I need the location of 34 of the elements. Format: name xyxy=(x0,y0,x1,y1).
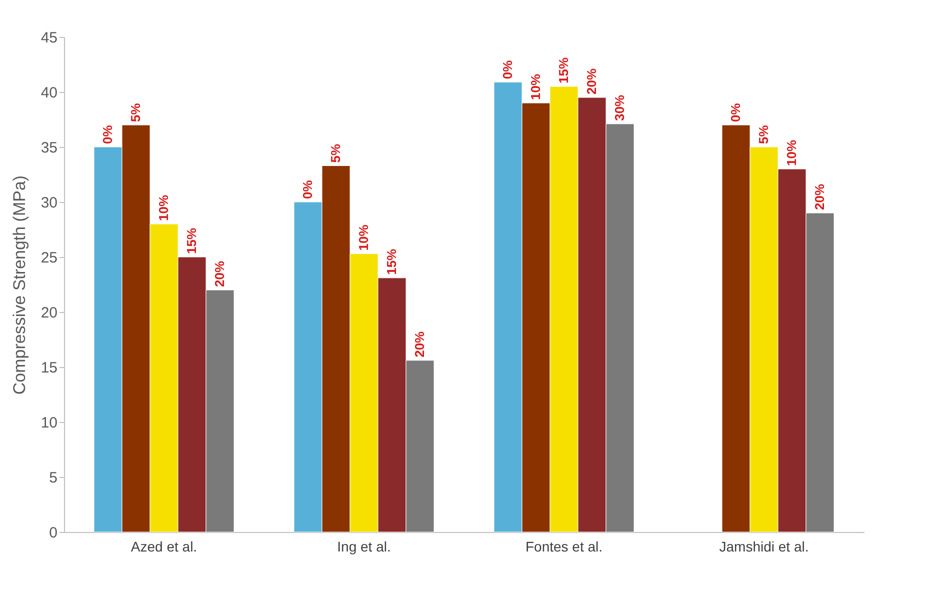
annotation: 20% xyxy=(212,260,227,287)
y-tick-label: 25 xyxy=(40,250,58,266)
x-tick-label: Jamshidi et al. xyxy=(719,538,809,554)
annotation: 0% xyxy=(100,124,115,144)
x-tick-label: Ing et al. xyxy=(337,538,391,554)
y-tick-label: 15 xyxy=(40,360,58,376)
annotation: 30% xyxy=(612,94,627,121)
y-tick-label: 0 xyxy=(49,524,58,542)
y-tick-label: 30 xyxy=(40,194,58,212)
y-tick-label: 10 xyxy=(40,414,58,432)
y-tick-label: 40 xyxy=(40,84,58,102)
annotation: 10% xyxy=(528,74,543,100)
y-tick-label: 5 xyxy=(49,470,58,486)
annotation: 5% xyxy=(128,102,143,122)
y-tick-label: 20 xyxy=(40,304,58,322)
y-tick-label: 35 xyxy=(40,140,58,156)
annotation: 15% xyxy=(184,228,199,254)
annotation: 10% xyxy=(784,140,799,166)
y-tick-label: 45 xyxy=(40,30,58,46)
x-tick-label: Fontes et al. xyxy=(525,538,603,554)
annotation: 5% xyxy=(328,143,343,163)
annotation: 15% xyxy=(556,57,571,84)
annotation: 10% xyxy=(356,224,371,251)
y-axis-title: Compressive Strength (MPa) xyxy=(10,175,29,395)
annotation: 10% xyxy=(156,194,171,221)
annotation: 0% xyxy=(728,102,743,122)
annotation: 20% xyxy=(812,184,827,210)
annotation: 20% xyxy=(584,68,599,94)
annotation: 0% xyxy=(500,60,515,80)
annotation: 20% xyxy=(412,330,427,358)
x-tick-label: Azed et al. xyxy=(130,538,198,554)
annotation: 15% xyxy=(384,248,399,275)
annotation: 0% xyxy=(300,180,315,199)
annotation: 5% xyxy=(756,124,771,144)
